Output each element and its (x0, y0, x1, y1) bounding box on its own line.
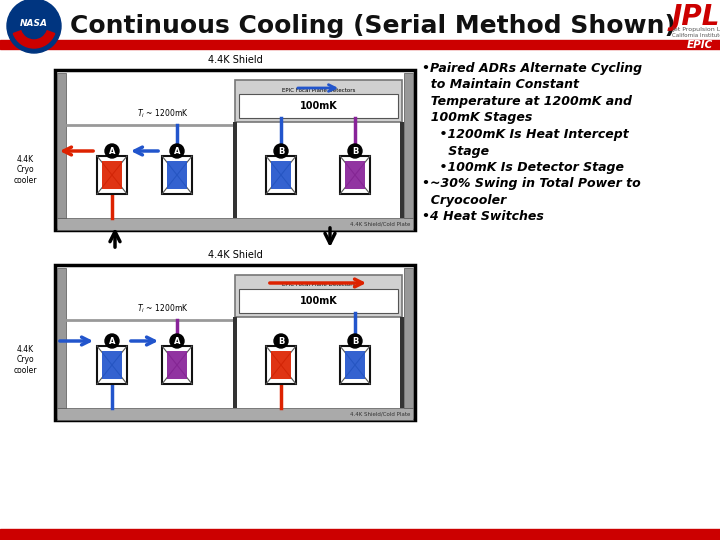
Text: A: A (174, 336, 180, 346)
Text: •1200mK Is Heat Intercept: •1200mK Is Heat Intercept (422, 128, 629, 141)
Text: 4.4K Shield/Cold Plate: 4.4K Shield/Cold Plate (350, 221, 410, 226)
Bar (57, 408, 413, 420)
Bar (404, 268, 413, 408)
Text: 100mK Stages: 100mK Stages (422, 111, 532, 125)
Text: B: B (352, 146, 358, 156)
Text: Stage: Stage (422, 145, 489, 158)
Bar (266, 346, 296, 384)
Text: Jet Propulsion Laboratory: Jet Propulsion Laboratory (672, 28, 720, 32)
Bar (57, 268, 66, 408)
Text: Temperature at 1200mK and: Temperature at 1200mK and (422, 95, 632, 108)
Text: 4.4K Shield: 4.4K Shield (207, 250, 262, 260)
Bar (162, 156, 192, 194)
Bar (345, 351, 365, 379)
Circle shape (105, 334, 119, 348)
Circle shape (274, 334, 288, 348)
Bar (102, 351, 122, 379)
Text: NASA: NASA (20, 19, 48, 29)
Bar (235, 275, 402, 317)
Bar (266, 156, 296, 194)
Bar (0, 529, 720, 540)
Text: to Maintain Constant: to Maintain Constant (422, 78, 579, 91)
Text: B: B (278, 146, 284, 156)
Bar (400, 122, 404, 218)
Text: $T_i$ ~ 1200mK: $T_i$ ~ 1200mK (138, 107, 189, 120)
Text: B: B (278, 336, 284, 346)
Text: 4.4K
Cryo
cooler: 4.4K Cryo cooler (13, 155, 37, 185)
Bar (239, 94, 398, 118)
Circle shape (170, 144, 184, 158)
Bar (400, 317, 404, 408)
Text: •~30% Swing in Total Power to: •~30% Swing in Total Power to (422, 178, 641, 191)
Text: Continuous Cooling (Serial Method Shown): Continuous Cooling (Serial Method Shown) (70, 14, 676, 38)
Bar (57, 73, 66, 218)
Text: 100mK: 100mK (300, 101, 338, 111)
Bar (233, 317, 237, 408)
Bar (340, 156, 370, 194)
Text: $T_i$ ~ 1200mK: $T_i$ ~ 1200mK (138, 302, 189, 315)
Bar (0, 40, 720, 49)
Text: •4 Heat Switches: •4 Heat Switches (422, 211, 544, 224)
Text: JPL: JPL (672, 3, 720, 31)
Text: A: A (109, 336, 115, 346)
Circle shape (274, 144, 288, 158)
Text: Cryocooler: Cryocooler (422, 194, 506, 207)
Circle shape (105, 144, 119, 158)
Text: EPIC Focal Plane Detectors: EPIC Focal Plane Detectors (282, 87, 355, 92)
Bar (239, 289, 398, 313)
Text: 4.4K Shield: 4.4K Shield (207, 55, 262, 65)
Circle shape (348, 334, 362, 348)
Text: •100mK Is Detector Stage: •100mK Is Detector Stage (422, 161, 624, 174)
Bar (404, 73, 413, 218)
Bar (97, 156, 127, 194)
Bar (167, 351, 187, 379)
Text: A: A (109, 146, 115, 156)
Text: EPIC Focal Plane Detectors: EPIC Focal Plane Detectors (282, 282, 355, 287)
Text: A: A (174, 146, 180, 156)
Text: 4.4K
Cryo
cooler: 4.4K Cryo cooler (13, 345, 37, 375)
Bar (345, 161, 365, 189)
Text: B: B (352, 336, 358, 346)
Bar (271, 351, 291, 379)
Circle shape (7, 0, 61, 53)
Bar (340, 346, 370, 384)
Bar (55, 265, 415, 420)
Bar (57, 218, 413, 230)
Text: California Institute of Technology: California Institute of Technology (672, 33, 720, 38)
Circle shape (170, 334, 184, 348)
Bar (233, 122, 237, 218)
Bar (97, 346, 127, 384)
Bar (55, 70, 415, 230)
Text: EPIC: EPIC (687, 39, 713, 50)
Circle shape (348, 144, 362, 158)
Bar (102, 161, 122, 189)
Wedge shape (14, 31, 55, 48)
Text: 100mK: 100mK (300, 296, 338, 306)
Text: •Paired ADRs Alternate Cycling: •Paired ADRs Alternate Cycling (422, 62, 642, 75)
Bar (167, 161, 187, 189)
Text: 4.4K Shield/Cold Plate: 4.4K Shield/Cold Plate (350, 411, 410, 416)
Bar (271, 161, 291, 189)
Bar (162, 346, 192, 384)
Bar (235, 80, 402, 122)
